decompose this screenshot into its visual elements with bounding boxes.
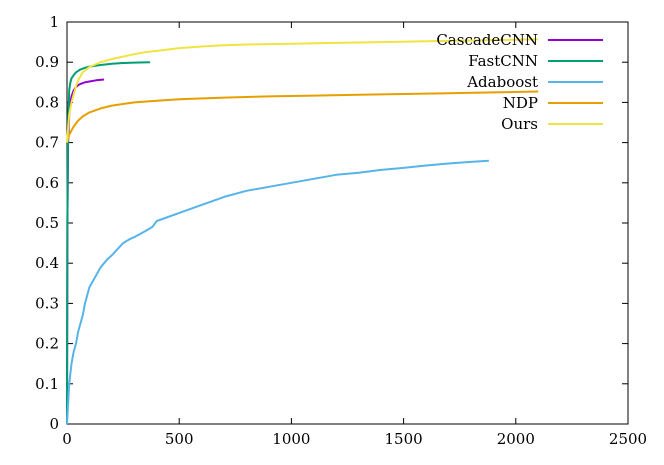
x-tick-label: 1000 bbox=[272, 430, 310, 448]
series-line-ndp bbox=[66, 90, 539, 143]
legend-label-cascadecnn: CascadeCNN bbox=[436, 31, 538, 49]
legend-label-ndp: NDP bbox=[503, 94, 538, 112]
y-axis: 0 0.1 0.2 0.3 0.4 0.5 0.6 0.7 0.8 0.9 1 bbox=[35, 13, 628, 433]
y-tick-label: 0.4 bbox=[35, 254, 59, 272]
y-tick-label: 1 bbox=[49, 13, 59, 31]
legend-label-adaboost: Adaboost bbox=[466, 73, 538, 91]
x-tick-label: 2500 bbox=[609, 430, 647, 448]
y-tick-label: 0.3 bbox=[35, 294, 59, 312]
series-line-cascadecnn bbox=[66, 78, 105, 425]
y-tick-label: 0.1 bbox=[35, 375, 59, 393]
x-tick-label: 0 bbox=[62, 430, 72, 448]
plot-frame bbox=[66, 21, 629, 425]
x-axis: 0 500 1000 1500 2000 2500 bbox=[62, 22, 647, 448]
legend-label-fastcnn: FastCNN bbox=[468, 52, 538, 70]
y-tick-label: 0 bbox=[49, 415, 59, 433]
series-line-ours bbox=[66, 38, 539, 143]
y-tick-label: 0.5 bbox=[35, 214, 59, 232]
series-line-fastcnn bbox=[66, 61, 151, 425]
series-line-adaboost bbox=[66, 159, 489, 425]
y-tick-label: 0.7 bbox=[35, 134, 59, 152]
x-tick-label: 1500 bbox=[385, 430, 423, 448]
y-tick-label: 0.9 bbox=[35, 53, 59, 71]
legend-label-ours: Ours bbox=[501, 115, 538, 133]
series-lines bbox=[66, 38, 539, 425]
plot-border bbox=[66, 21, 629, 425]
x-tick-label: 500 bbox=[165, 430, 194, 448]
y-tick-label: 0.6 bbox=[35, 174, 59, 192]
y-tick-label: 0.2 bbox=[35, 335, 59, 353]
y-tick-label: 0.8 bbox=[35, 93, 59, 111]
legend: CascadeCNN FastCNN Adaboost NDP Ours bbox=[436, 31, 603, 133]
x-tick-label: 2000 bbox=[497, 430, 535, 448]
